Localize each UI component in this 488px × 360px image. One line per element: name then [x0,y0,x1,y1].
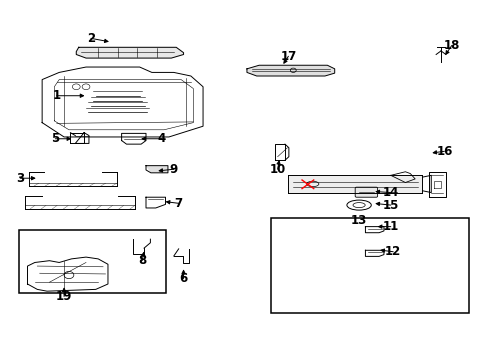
Text: 14: 14 [382,186,398,199]
Text: 4: 4 [157,132,165,145]
Polygon shape [246,65,334,76]
Text: 5: 5 [51,132,60,145]
Text: 2: 2 [87,32,95,45]
Text: 19: 19 [56,290,72,303]
Text: 8: 8 [138,254,146,267]
Text: 18: 18 [443,39,459,52]
Text: 13: 13 [350,214,366,227]
Polygon shape [146,166,167,173]
Text: 10: 10 [269,163,285,176]
Text: 7: 7 [174,197,183,210]
Polygon shape [76,47,183,58]
Text: 12: 12 [385,245,401,258]
Text: 9: 9 [169,163,178,176]
Polygon shape [288,175,422,193]
Bar [19,230,165,293]
Text: 11: 11 [382,220,398,233]
Text: 3: 3 [16,172,24,185]
Bar [271,218,468,313]
Text: 1: 1 [53,89,61,102]
Text: 6: 6 [179,272,187,285]
Text: 17: 17 [280,50,296,63]
FancyBboxPatch shape [354,187,377,197]
Text: 16: 16 [435,145,452,158]
Text: 15: 15 [382,199,398,212]
